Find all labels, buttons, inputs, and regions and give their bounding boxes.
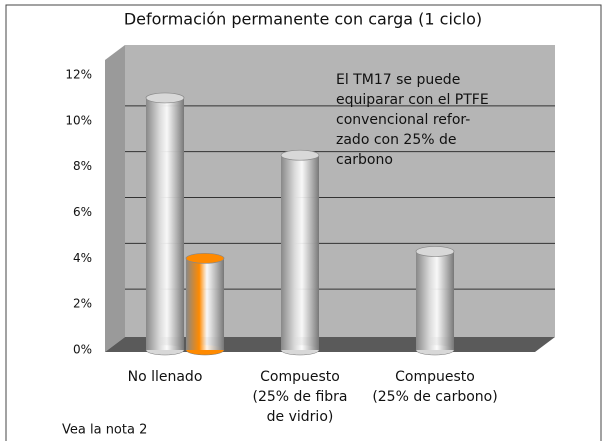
note: Vea la nota 2 bbox=[62, 423, 147, 438]
y-tick-label: 8% bbox=[73, 159, 92, 173]
x-tick-label: de vidrio) bbox=[267, 409, 334, 425]
bar-body bbox=[146, 97, 184, 351]
x-tick-label: (25% de carbono) bbox=[372, 389, 497, 405]
y-tick-label: 4% bbox=[73, 251, 92, 265]
bar-body bbox=[186, 258, 224, 350]
y-tick-label: 0% bbox=[73, 343, 92, 357]
bar bbox=[185, 252, 225, 356]
bar bbox=[280, 149, 320, 356]
annotation: zado con 25% de bbox=[336, 132, 456, 148]
y-tick-label: 10% bbox=[65, 113, 92, 127]
annotation: El TM17 se puede bbox=[336, 72, 460, 88]
y-tick-label: 2% bbox=[73, 297, 92, 311]
bar-top bbox=[280, 149, 320, 161]
bar-top bbox=[185, 252, 225, 264]
x-tick-label: No llenado bbox=[128, 369, 203, 385]
x-tick-label: Compuesto bbox=[260, 369, 340, 385]
chart-title: Deformación permanente con carga (1 cicl… bbox=[124, 10, 482, 29]
side-wall bbox=[105, 45, 125, 352]
bar-body bbox=[281, 155, 319, 350]
bar-body bbox=[416, 251, 454, 350]
x-tick-label: Compuesto bbox=[395, 369, 475, 385]
annotation: convencional refor- bbox=[336, 112, 470, 128]
annotation: equiparar con el PTFE bbox=[336, 92, 489, 108]
bar bbox=[415, 246, 455, 356]
bar-top bbox=[145, 92, 185, 104]
y-tick-label: 6% bbox=[73, 205, 92, 219]
bar bbox=[145, 92, 185, 356]
bar-top bbox=[415, 246, 455, 257]
annotation: carbono bbox=[336, 152, 393, 168]
y-tick-label: 12% bbox=[65, 68, 92, 82]
x-tick-label: (25% de fibra bbox=[252, 389, 347, 405]
